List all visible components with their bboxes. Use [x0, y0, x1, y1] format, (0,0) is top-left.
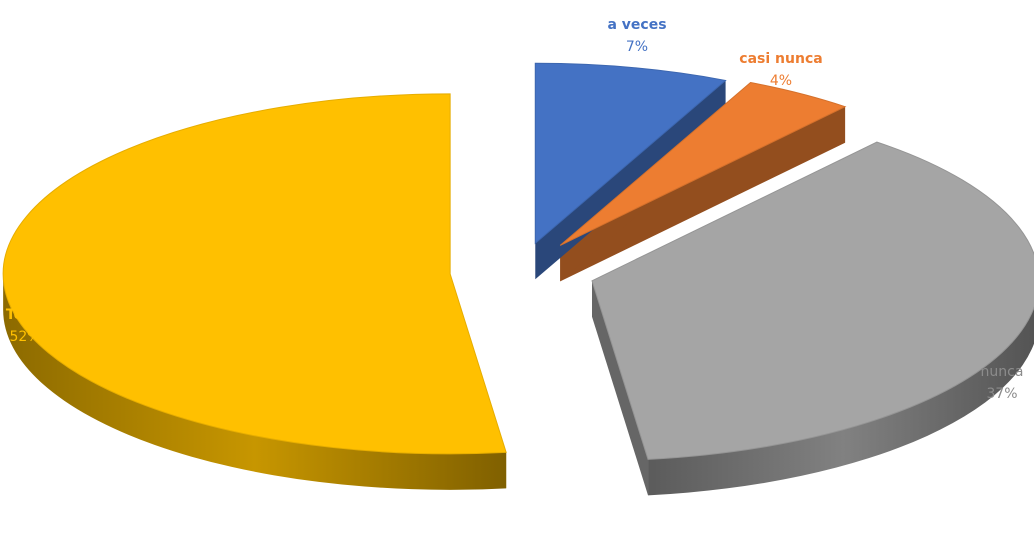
pie-slice-total [2, 93, 507, 455]
data-label-name: Total [5, 307, 45, 323]
data-label-casi-nunca: casi nunca 4% [726, 48, 836, 92]
data-label-percent: 52% [9, 329, 41, 345]
pie-slice-nunca [591, 141, 1034, 460]
pie-slice-side-nunca [648, 307, 1034, 496]
pie-slice-wall-casi-nunca [560, 106, 846, 282]
data-label-percent: 7% [625, 39, 649, 55]
pie-slice-casi-nunca [559, 81, 847, 246]
data-label-name: a veces [607, 17, 667, 33]
data-label-a-veces: a veces 7% [602, 14, 672, 58]
data-label-total: Total 52% [0, 304, 50, 348]
data-label-nunca: nunca 37% [970, 361, 1034, 405]
data-label-percent: 37% [986, 386, 1018, 402]
pie-slice-side-total [3, 273, 507, 490]
data-label-name: nunca [980, 364, 1024, 380]
data-label-percent: 4% [769, 73, 793, 89]
pie-slice-wall-nunca [592, 280, 649, 496]
data-label-name: casi nunca [739, 51, 823, 67]
pie-slice-a-veces [534, 62, 727, 245]
